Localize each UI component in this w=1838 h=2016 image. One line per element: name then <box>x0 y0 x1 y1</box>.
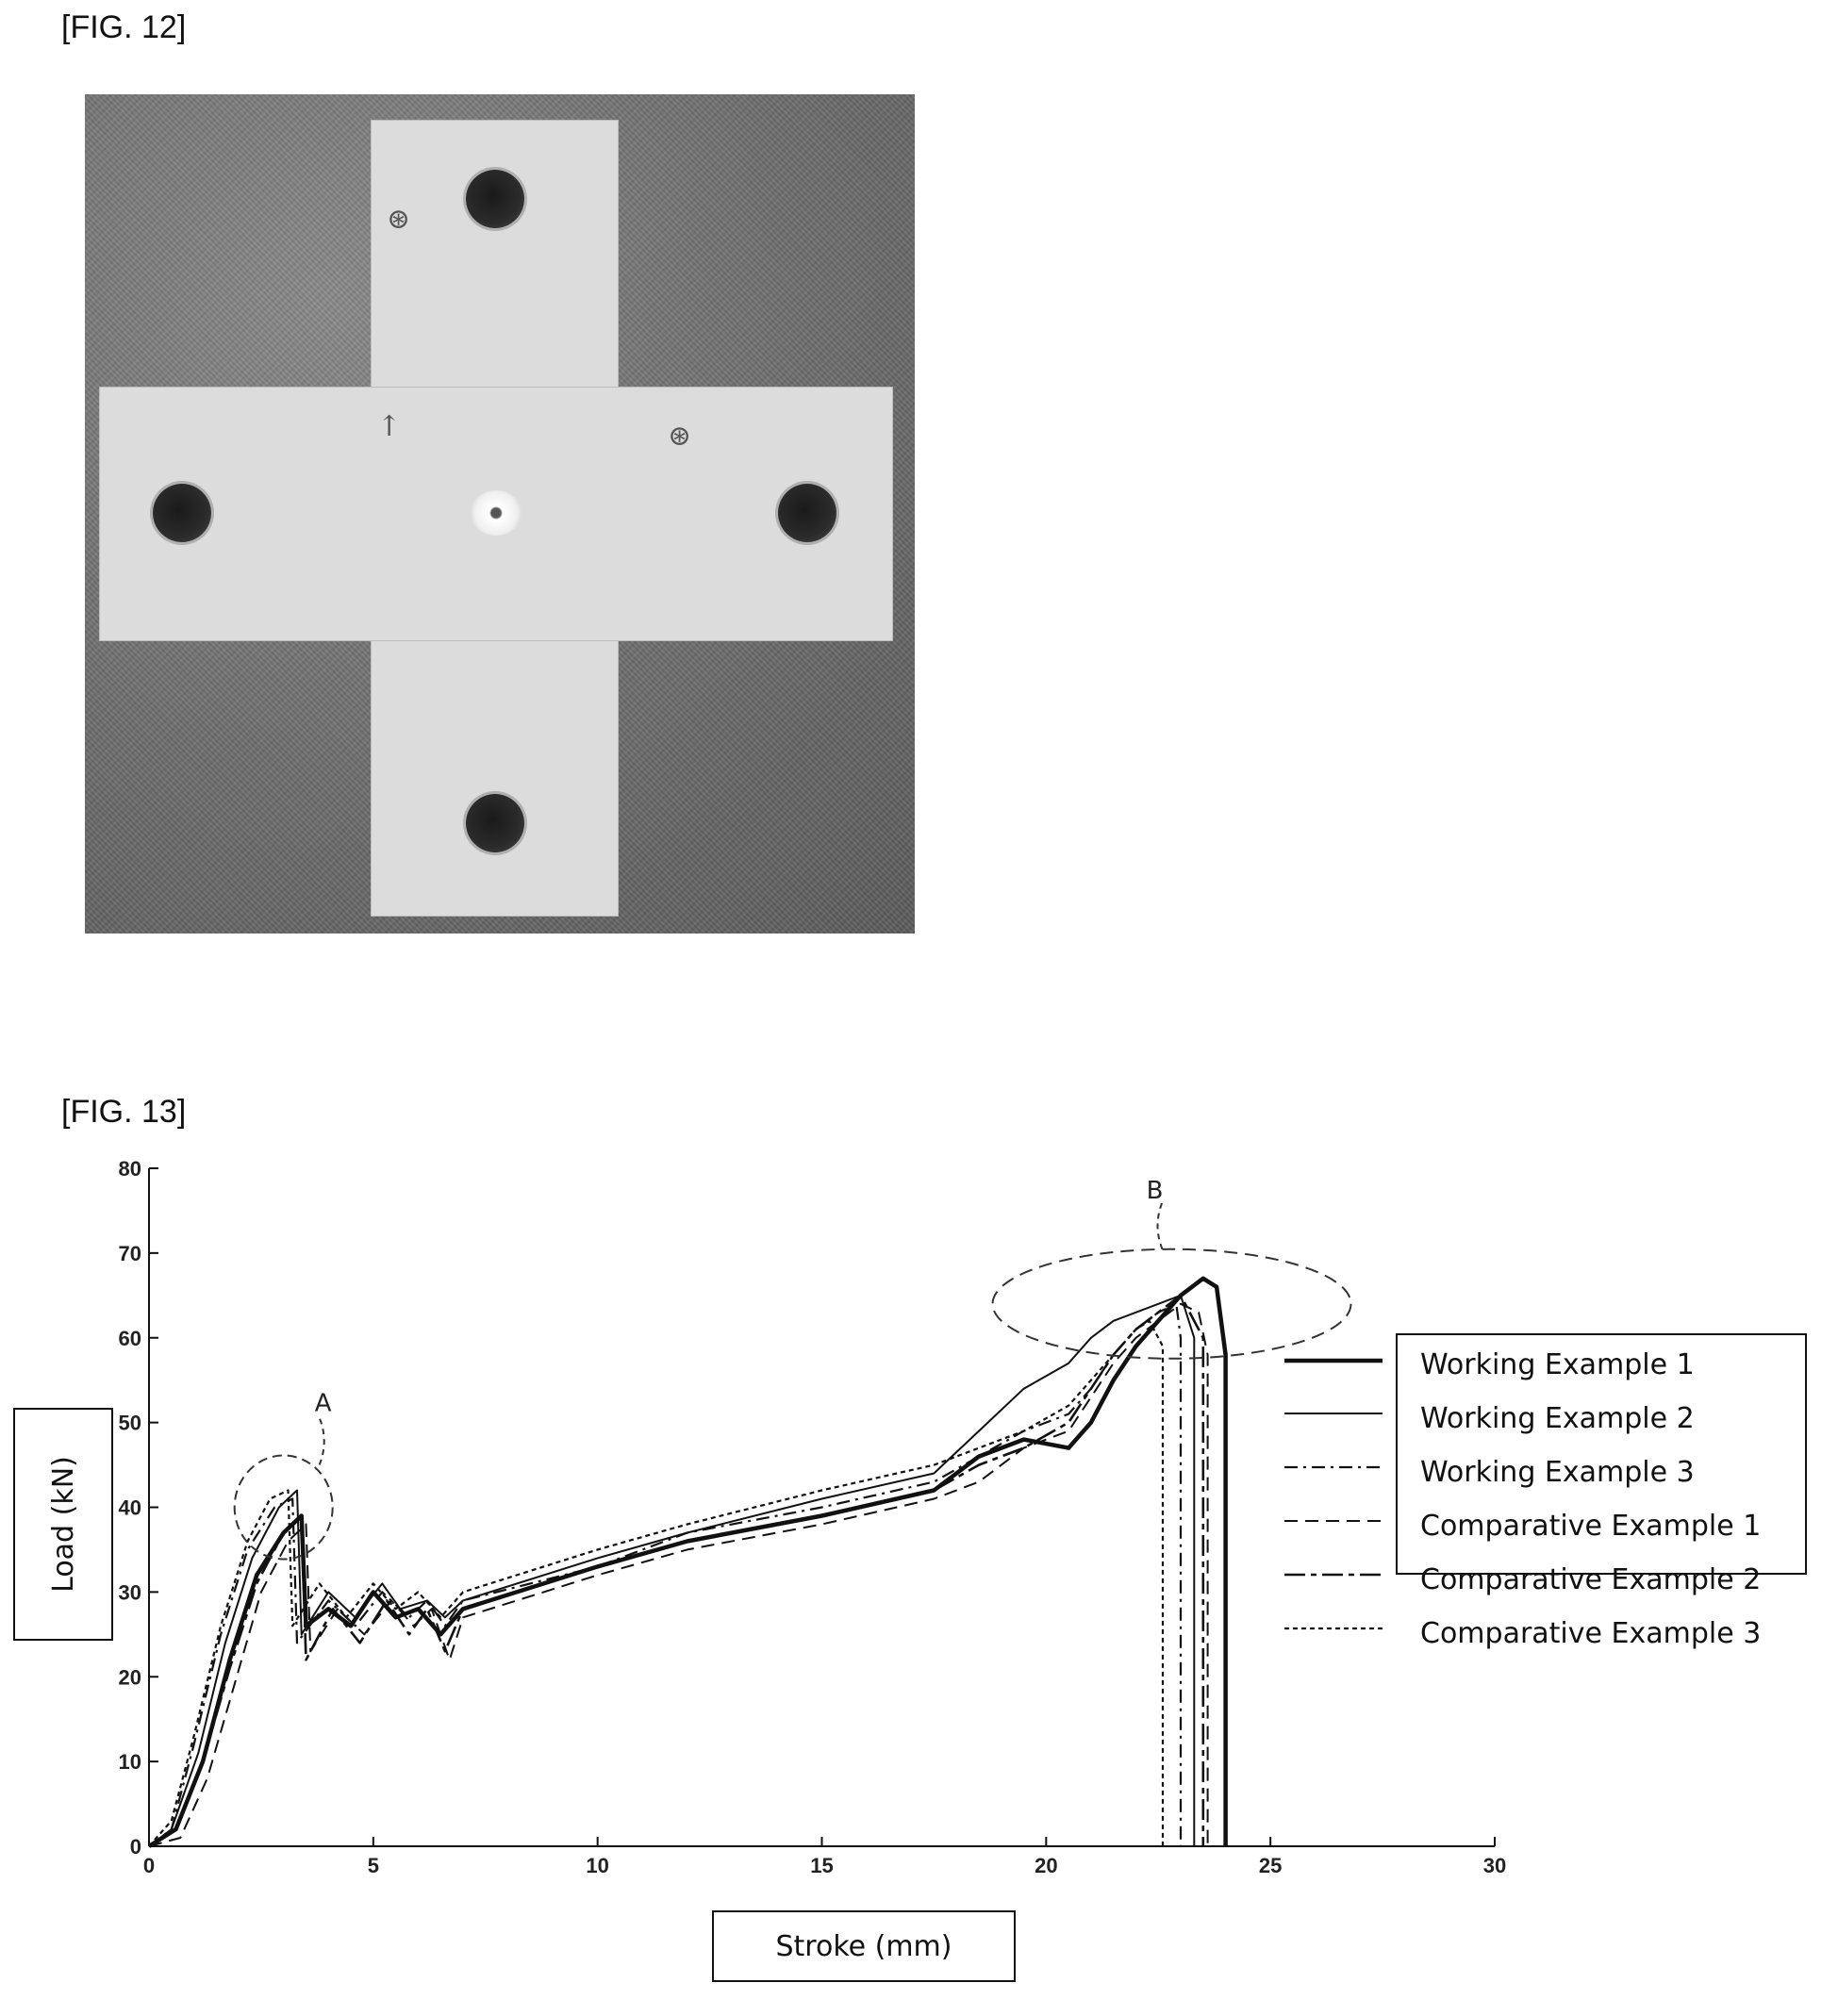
y-tick-label: 70 <box>119 1242 141 1265</box>
chart-annotations: AB <box>235 1177 1351 1560</box>
series-line <box>149 1304 1208 1846</box>
x-tick-label: 10 <box>586 1854 608 1877</box>
y-tick-label: 10 <box>119 1750 141 1774</box>
y-axis-label-box: Load (kN) <box>13 1408 113 1641</box>
y-tick-label: 60 <box>119 1327 141 1350</box>
legend-entry: Working Example 3 <box>1420 1456 1695 1489</box>
x-tick-label: 5 <box>368 1854 379 1877</box>
annotation-a-label: A <box>315 1390 332 1418</box>
y-tick-label: 50 <box>119 1412 141 1435</box>
chart-series <box>149 1279 1383 1846</box>
annotation-b-label: B <box>1147 1177 1164 1205</box>
x-tick-label: 25 <box>1259 1854 1282 1877</box>
legend-entry: Working Example 1 <box>1420 1348 1695 1381</box>
legend-entry: Comparative Example 3 <box>1420 1617 1761 1650</box>
y-tick-label: 40 <box>119 1496 141 1520</box>
x-tick-label: 15 <box>810 1854 833 1877</box>
series-line <box>149 1321 1163 1846</box>
x-axis-label-box: Stroke (mm) <box>712 1910 1016 1982</box>
x-tick-label: 30 <box>1483 1854 1506 1877</box>
x-tick-label: 0 <box>143 1854 155 1877</box>
legend-entry: Working Example 2 <box>1420 1402 1695 1435</box>
x-tick-label: 20 <box>1035 1854 1057 1877</box>
x-axis-label: Stroke (mm) <box>776 1930 952 1963</box>
chart-legend: Working Example 1 Working Example 2 Work… <box>1396 1333 1807 1575</box>
annotation-b-leader <box>1158 1202 1163 1249</box>
y-tick-label: 20 <box>119 1665 141 1689</box>
annotation-a-leader <box>320 1418 324 1465</box>
y-axis-label: Load (kN) <box>47 1456 80 1593</box>
y-tick-label: 80 <box>119 1157 141 1181</box>
legend-entry: Comparative Example 2 <box>1420 1563 1761 1596</box>
y-tick-label: 30 <box>119 1580 141 1604</box>
annotation-a-ellipse <box>235 1456 333 1560</box>
y-tick-label: 0 <box>130 1835 141 1859</box>
series-line <box>149 1279 1226 1846</box>
legend-entry: Comparative Example 1 <box>1420 1510 1761 1543</box>
